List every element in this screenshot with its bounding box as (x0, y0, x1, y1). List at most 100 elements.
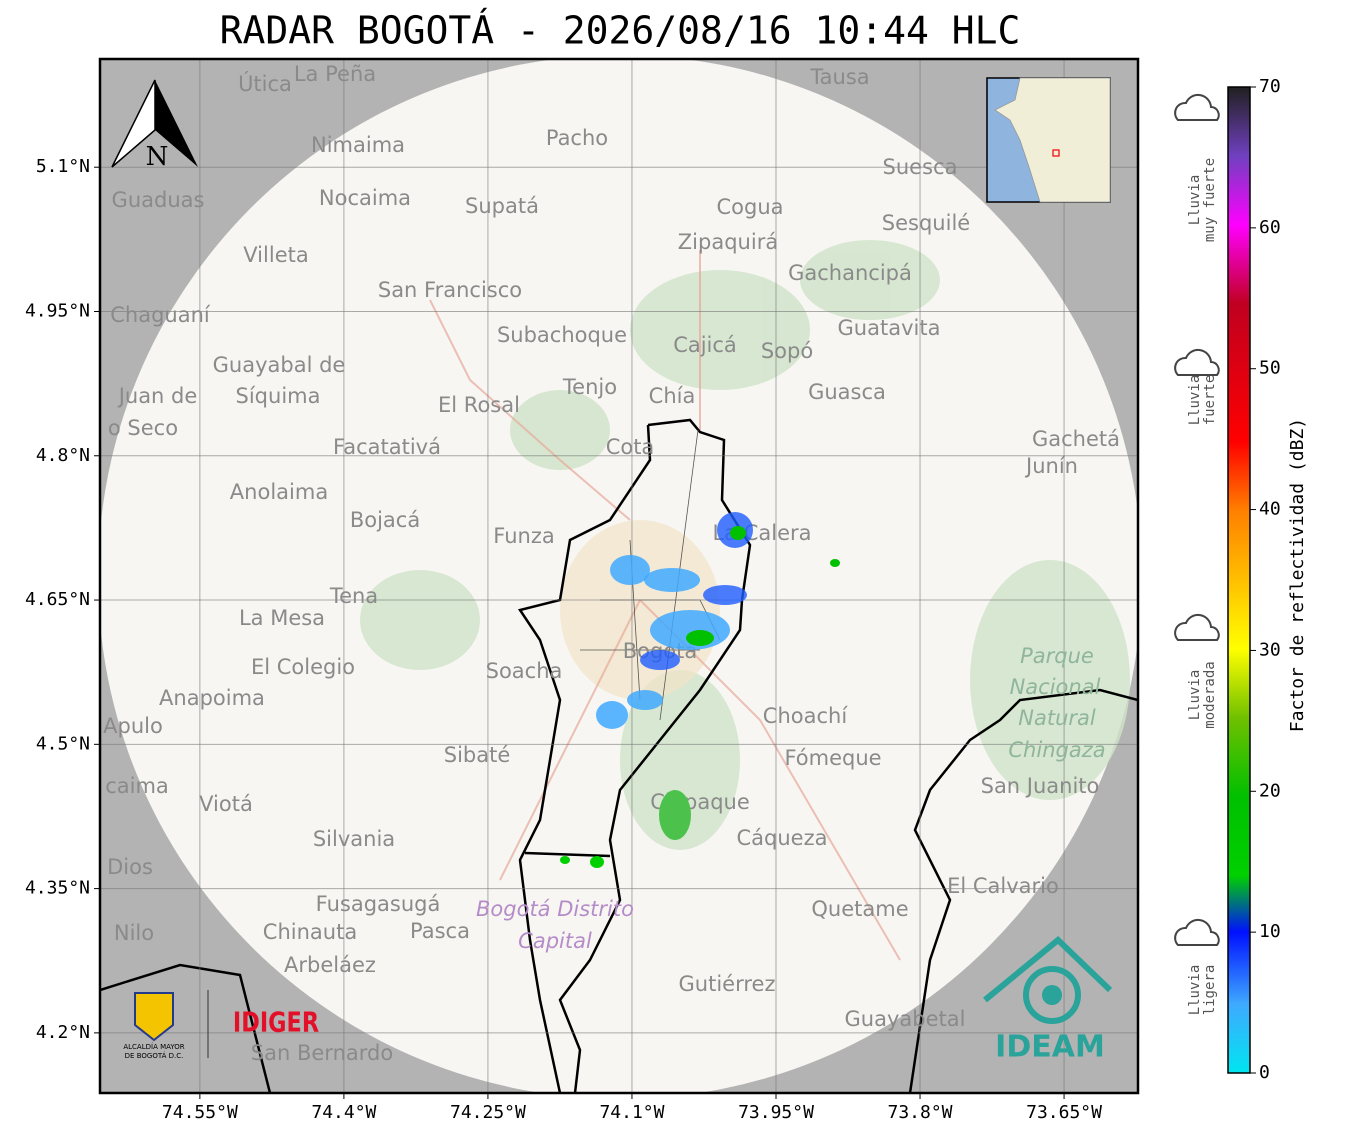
place-label: Nacional (1010, 675, 1101, 699)
place-label: caima (105, 774, 169, 798)
place-label: Sopó (761, 339, 813, 363)
colorbar (1227, 86, 1251, 1074)
x-tick-label: 74.4°W (311, 1102, 376, 1123)
place-label: Nocaima (319, 186, 411, 210)
place-label: Cota (606, 435, 655, 459)
x-tick-label: 73.95°W (738, 1102, 814, 1123)
place-label: Chingaza (1008, 738, 1105, 762)
rain-legend-label: Lluvia (1187, 175, 1203, 226)
place-label: El Calvario (947, 874, 1059, 898)
place-label: Sibaté (444, 743, 511, 767)
rain-legend-label: muy fuerte (1202, 158, 1218, 242)
place-label: Síquima (236, 384, 321, 408)
ideam-text: IDEAM (995, 1030, 1105, 1065)
x-tick-label: 73.8°W (888, 1102, 953, 1123)
place-label: Arbeláez (284, 953, 376, 977)
place-label: Tenjo (562, 375, 617, 399)
place-label: Gutiérrez (679, 972, 776, 996)
rain-legend-item: Lluvia ligera (1174, 918, 1220, 1016)
y-tick-label: 4.95°N (25, 300, 90, 321)
place-label: Nilo (114, 921, 154, 945)
colorbar-tick-label: 0 (1259, 1062, 1270, 1083)
place-label: Anolaima (230, 480, 328, 504)
minimap (986, 77, 1111, 203)
place-label: Pacho (546, 126, 608, 150)
map-area: Útica La Peña Tausa Pacho Nimaima Guaduas Noca… (100, 59, 1138, 1093)
place-label: Nimaima (311, 133, 405, 157)
colorbar-tick-label: 20 (1259, 780, 1281, 801)
x-tick-label: 73.65°W (1026, 1102, 1102, 1123)
place-label: Fusagasugá (316, 892, 441, 916)
cloud-icon (1174, 348, 1220, 376)
place-label: La Peña (294, 62, 376, 86)
place-label: Sesquilé (882, 211, 970, 235)
rain-legend-label: moderada (1202, 661, 1218, 728)
cloud-icon (1174, 613, 1220, 641)
place-label: Gachetá (1032, 427, 1120, 451)
place-label: Cajicá (673, 333, 737, 357)
place-label: Guatavita (838, 316, 941, 340)
place-label: Chinauta (263, 920, 357, 944)
place-label: Silvania (313, 827, 395, 851)
place-label: Viotá (199, 792, 253, 816)
north-label: N (146, 142, 169, 172)
rain-legend-label: ligera (1202, 965, 1218, 1016)
place-label: Cáqueza (737, 826, 828, 850)
alcaldia-logo: ALCALDÍA MAYOR DE BOGOTÁ D.C. IDIGER (123, 990, 320, 1060)
radar-echoes (560, 512, 840, 868)
place-label: Zipaquirá (678, 230, 778, 254)
place-label: Junín (1024, 454, 1078, 478)
place-label: Supatá (465, 194, 539, 218)
place-label: Subachoque (497, 323, 627, 347)
y-tick-label: 5.1°N (36, 156, 90, 177)
rain-legend-label: Lluvia (1187, 375, 1203, 426)
title: RADAR BOGOTÁ - 2026/08/16 10:44 HLC (220, 9, 1021, 53)
colorbar-tick-label: 70 (1259, 76, 1281, 97)
x-tick-label: 74.1°W (599, 1102, 664, 1123)
boundaries (100, 418, 1138, 1093)
place-label: Bogotá Distrito (476, 897, 634, 921)
place-label: Dios (107, 855, 153, 879)
place-label: Funza (493, 524, 554, 548)
place-label: La Mesa (239, 606, 325, 630)
place-label: San Bernardo (251, 1041, 393, 1065)
place-label: Juan de (117, 384, 198, 408)
place-label: Útica (238, 71, 292, 96)
cloud-icon (1174, 93, 1220, 121)
y-tick-label: 4.35°N (25, 878, 90, 899)
place-label: Tena (329, 584, 378, 608)
place-label: Quetame (811, 897, 908, 921)
place-label: Cogua (716, 195, 783, 219)
rain-legend-label: fuerte (1202, 375, 1218, 426)
place-label: Choachí (763, 704, 849, 728)
place-label: Capital (518, 929, 592, 953)
place-label: Apulo (103, 714, 163, 738)
place-label: El Rosal (438, 393, 520, 417)
place-label: Chía (649, 384, 696, 408)
north-arrow: N (111, 79, 198, 172)
place-label: San Francisco (378, 278, 522, 302)
place-label: Gachancipá (788, 261, 912, 285)
rain-legend-label: Lluvia (1187, 670, 1203, 721)
place-label: Guasca (808, 380, 886, 404)
rain-legend-item: Lluvia moderada (1174, 613, 1220, 729)
y-tick-label: 4.5°N (36, 733, 90, 754)
place-label: Soacha (486, 659, 563, 683)
place-label: Guaduas (112, 188, 205, 212)
colorbar-tick-label: 50 (1259, 358, 1281, 379)
colorbar-tick-label: 30 (1259, 639, 1281, 660)
cloud-icon (1174, 918, 1220, 946)
y-tick-label: 4.2°N (36, 1022, 90, 1043)
y-tick-label: 4.65°N (25, 589, 90, 610)
colorbar-label: Factor de reflectividad (dBZ) (1287, 418, 1308, 732)
colorbar-tick-label: 10 (1259, 921, 1281, 942)
place-label: Bojacá (350, 508, 420, 532)
place-label: Chaguaní (110, 303, 211, 327)
place-label: Suesca (883, 155, 958, 179)
place-label: Pasca (410, 919, 470, 943)
colorbar-tick-label: 60 (1259, 217, 1281, 238)
place-label: Guayabetal (845, 1007, 966, 1031)
place-label: Facatativá (333, 435, 441, 459)
